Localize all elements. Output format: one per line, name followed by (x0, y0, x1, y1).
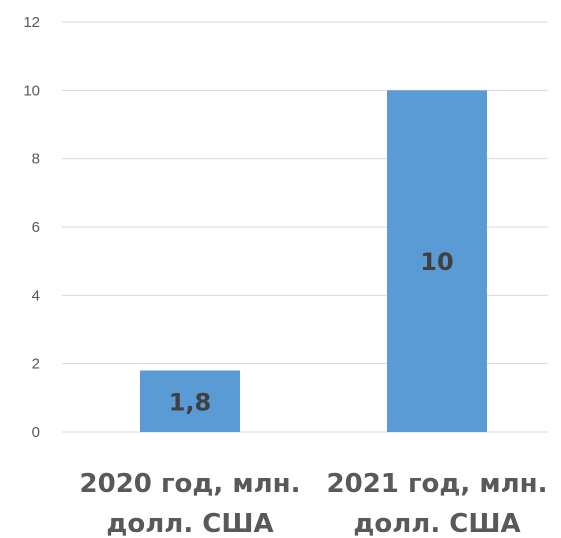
y-tick-label: 2 (32, 356, 40, 373)
bars (140, 90, 487, 432)
y-tick-label: 8 (32, 151, 40, 168)
grid-layer (62, 21, 548, 433)
y-tick-label: 4 (32, 287, 40, 304)
category-label: долл. США (353, 509, 520, 538)
category-label: 2021 год, млн. (327, 469, 548, 499)
bar (387, 90, 487, 432)
y-tick-label: 12 (23, 14, 40, 31)
y-axis-ticks: 0 2 4 6 8 10 12 (23, 14, 40, 441)
bar (140, 370, 240, 432)
data-label: 10 (420, 248, 453, 276)
category-label: долл. США (106, 509, 273, 538)
data-labels: 1,8 10 (169, 248, 454, 416)
data-label: 1,8 (169, 388, 212, 416)
y-tick-label: 10 (23, 82, 40, 99)
category-labels: 2020 год, млн. долл. США 2021 год, млн. дол… (80, 469, 548, 538)
y-tick-label: 0 (32, 424, 40, 441)
category-label: 2020 год, млн. (80, 469, 301, 499)
y-tick-label: 6 (32, 219, 40, 236)
